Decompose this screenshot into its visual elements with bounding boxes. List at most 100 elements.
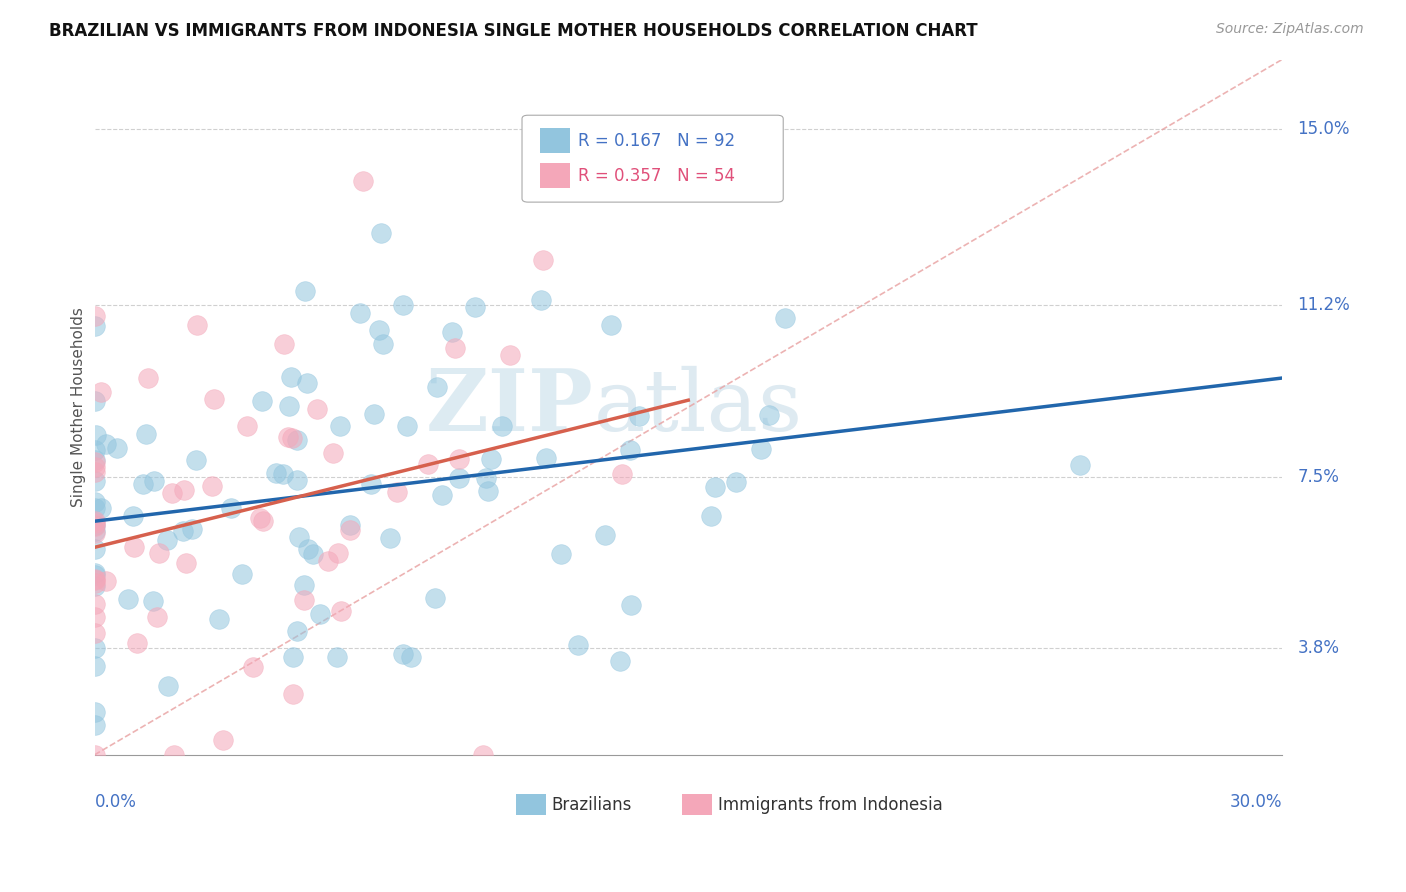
Point — [212, 732, 235, 747]
Point — [724, 475, 747, 489]
Point — [620, 598, 643, 612]
Point — [339, 523, 361, 537]
Point — [83, 576, 105, 591]
Point — [219, 501, 242, 516]
Point — [83, 495, 105, 509]
Point — [609, 654, 631, 668]
Bar — [682, 795, 711, 815]
Point — [329, 604, 352, 618]
Point — [273, 336, 295, 351]
Point — [231, 567, 253, 582]
Point — [367, 323, 389, 337]
Point — [391, 647, 413, 661]
Text: Immigrants from Indonesia: Immigrants from Indonesia — [718, 796, 942, 814]
Point — [83, 747, 105, 762]
Point — [142, 593, 165, 607]
Point — [316, 554, 339, 568]
Text: BRAZILIAN VS IMMIGRANTS FROM INDONESIA SINGLE MOTHER HOUSEHOLDS CORRELATION CHAR: BRAZILIAN VS IMMIGRANTS FROM INDONESIA S… — [49, 22, 977, 40]
Point — [208, 611, 231, 625]
Point — [86, 428, 108, 442]
Point — [83, 659, 105, 673]
Point — [163, 747, 186, 762]
Point — [249, 511, 271, 525]
Point — [1069, 458, 1091, 472]
Point — [156, 533, 179, 548]
Point — [83, 394, 105, 409]
Point — [280, 370, 302, 384]
Point — [83, 318, 105, 333]
Point — [83, 567, 105, 582]
Point — [567, 638, 589, 652]
Point — [387, 484, 409, 499]
Point — [363, 407, 385, 421]
Point — [83, 309, 105, 323]
Point — [477, 483, 499, 498]
Point — [132, 476, 155, 491]
Point — [83, 579, 105, 593]
Bar — [540, 163, 569, 188]
Point — [83, 465, 105, 479]
Text: 15.0%: 15.0% — [1298, 120, 1350, 138]
Point — [550, 547, 572, 561]
Text: atlas: atlas — [593, 366, 803, 449]
Point — [352, 174, 374, 188]
Point — [773, 311, 796, 326]
Point — [83, 517, 105, 532]
Point — [83, 572, 105, 586]
Point — [309, 607, 332, 622]
Point — [83, 452, 105, 467]
Point — [83, 718, 105, 732]
Point — [326, 649, 349, 664]
Point — [105, 441, 128, 455]
Point — [534, 450, 557, 465]
Point — [326, 545, 349, 559]
Point — [172, 524, 194, 538]
Point — [281, 649, 304, 664]
Point — [700, 508, 723, 523]
Point — [491, 419, 513, 434]
Point — [174, 556, 197, 570]
Point — [264, 466, 287, 480]
Bar — [516, 795, 546, 815]
Point — [378, 531, 401, 545]
Point — [751, 442, 773, 456]
Point — [83, 455, 105, 469]
Point — [396, 419, 419, 434]
Point — [370, 227, 392, 241]
Point — [288, 530, 311, 544]
Point — [392, 298, 415, 312]
Text: 7.5%: 7.5% — [1298, 467, 1339, 486]
Point — [94, 574, 117, 589]
Point — [83, 705, 105, 719]
Point — [600, 318, 623, 332]
Point — [142, 474, 165, 488]
Point — [160, 485, 183, 500]
Point — [83, 640, 105, 655]
Point — [349, 306, 371, 320]
Point — [619, 443, 641, 458]
Text: 3.8%: 3.8% — [1298, 640, 1340, 657]
Point — [610, 467, 633, 482]
Point — [277, 430, 299, 444]
Point — [285, 434, 308, 448]
Point — [479, 451, 502, 466]
Point — [302, 547, 325, 561]
Point — [531, 253, 554, 268]
Point — [200, 478, 222, 492]
Point — [83, 460, 105, 475]
Bar — [540, 128, 569, 153]
Point — [83, 515, 105, 529]
Text: 0.0%: 0.0% — [94, 793, 136, 811]
Point — [250, 394, 273, 409]
Point — [703, 480, 725, 494]
Text: Brazilians: Brazilians — [551, 796, 633, 814]
Point — [83, 516, 105, 530]
Point — [322, 446, 344, 460]
Point — [156, 680, 179, 694]
Point — [628, 409, 651, 424]
Point — [236, 419, 259, 434]
Point — [423, 591, 446, 605]
Point — [371, 336, 394, 351]
Point — [83, 518, 105, 533]
Point — [277, 400, 299, 414]
